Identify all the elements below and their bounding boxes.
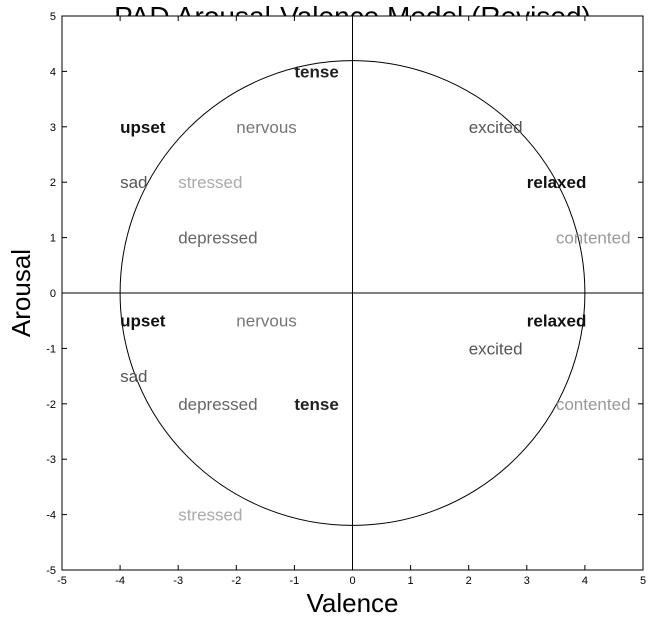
emotion-label-upset: upset — [120, 312, 166, 331]
emotion-label-excited: excited — [469, 339, 523, 358]
y-tick-label: 3 — [50, 122, 56, 134]
y-tick-label: -4 — [46, 510, 56, 522]
emotion-labels: tense upset nervous excited sad stressed relax… — [120, 62, 630, 524]
y-tick-label: 2 — [50, 177, 56, 189]
emotion-label-sad: sad — [120, 173, 147, 192]
x-tick-label: -5 — [57, 575, 67, 587]
y-axis: -5 -4 -3 -2 -1 0 1 2 3 4 5 — [46, 11, 643, 577]
y-tick-label: -2 — [46, 399, 56, 411]
y-tick-label: -1 — [46, 343, 56, 355]
emotion-label-relaxed: relaxed — [527, 173, 587, 192]
x-tick-label: -4 — [115, 575, 125, 587]
y-axis-label: Arousal — [6, 249, 36, 337]
x-tick-label: -1 — [290, 575, 300, 587]
emotion-label-contented: contented — [556, 229, 631, 248]
emotion-label-sad: sad — [120, 367, 147, 386]
x-tick-label: -2 — [231, 575, 241, 587]
emotion-label-tense: tense — [294, 395, 338, 414]
emotion-label-excited: excited — [469, 118, 523, 137]
emotion-label-nervous: nervous — [236, 312, 296, 331]
y-tick-label: -5 — [46, 565, 56, 577]
reference-circle — [119, 60, 586, 526]
x-axis: -5 -4 -3 -2 -1 0 1 2 3 4 5 — [57, 16, 646, 587]
x-tick-label: 5 — [640, 575, 646, 587]
x-tick-label: -3 — [173, 575, 183, 587]
emotion-label-contented: contented — [556, 395, 631, 414]
emotion-label-stressed: stressed — [178, 173, 242, 192]
emotion-label-upset: upset — [120, 118, 166, 137]
y-tick-label: 0 — [50, 288, 56, 300]
emotion-label-nervous: nervous — [236, 118, 296, 137]
emotion-label-depressed: depressed — [178, 395, 257, 414]
x-tick-label: 1 — [408, 575, 414, 587]
emotion-label-stressed: stressed — [178, 506, 242, 525]
y-tick-label: 5 — [50, 11, 56, 23]
emotion-label-tense: tense — [294, 62, 338, 81]
x-tick-label: 4 — [582, 575, 588, 587]
x-tick-label: 2 — [466, 575, 472, 587]
y-tick-label: 4 — [50, 66, 56, 78]
x-tick-label: 0 — [349, 575, 355, 587]
emotion-label-depressed: depressed — [178, 229, 257, 248]
emotion-label-relaxed: relaxed — [527, 312, 587, 331]
y-tick-label: 1 — [50, 233, 56, 245]
y-tick-label: -3 — [46, 454, 56, 466]
x-axis-label: Valence — [306, 588, 398, 618]
x-tick-label: 3 — [524, 575, 530, 587]
